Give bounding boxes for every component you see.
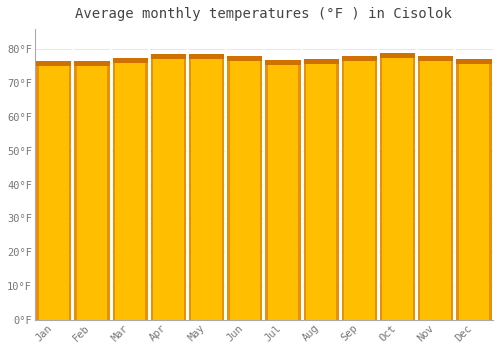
Bar (36, 61, 72, 320)
Bar (304, 59, 339, 64)
Bar (342, 56, 377, 320)
Bar (380, 53, 415, 58)
Bar (451, 56, 454, 320)
Bar (418, 56, 454, 61)
Bar (227, 56, 262, 61)
Bar (418, 56, 420, 320)
Bar (36, 61, 72, 66)
Bar (413, 53, 415, 320)
Bar (304, 59, 339, 320)
Bar (222, 54, 224, 320)
Bar (151, 54, 153, 320)
Bar (336, 59, 339, 320)
Bar (189, 54, 192, 320)
Bar (489, 59, 492, 320)
Bar (184, 54, 186, 320)
Bar (74, 61, 110, 320)
Bar (456, 59, 492, 64)
Bar (74, 61, 110, 66)
Bar (146, 58, 148, 320)
Bar (418, 56, 454, 320)
Bar (456, 59, 458, 320)
Bar (112, 58, 148, 320)
Bar (151, 54, 186, 60)
Bar (374, 56, 377, 320)
Bar (266, 60, 300, 65)
Title: Average monthly temperatures (°F ) in Cisolok: Average monthly temperatures (°F ) in Ci… (76, 7, 452, 21)
Bar (69, 61, 71, 320)
Bar (189, 54, 224, 320)
Bar (304, 59, 306, 320)
Bar (266, 60, 268, 320)
Bar (266, 60, 300, 320)
Bar (380, 53, 415, 320)
Bar (342, 56, 377, 61)
Bar (36, 61, 38, 320)
Bar (342, 56, 344, 320)
Bar (112, 58, 115, 320)
Bar (227, 56, 262, 320)
Bar (112, 58, 148, 63)
Bar (456, 59, 492, 320)
Bar (260, 56, 262, 320)
Bar (108, 61, 110, 320)
Bar (189, 54, 224, 60)
Bar (227, 56, 230, 320)
Bar (74, 61, 76, 320)
Bar (298, 60, 300, 320)
Bar (151, 54, 186, 320)
Bar (380, 53, 382, 320)
